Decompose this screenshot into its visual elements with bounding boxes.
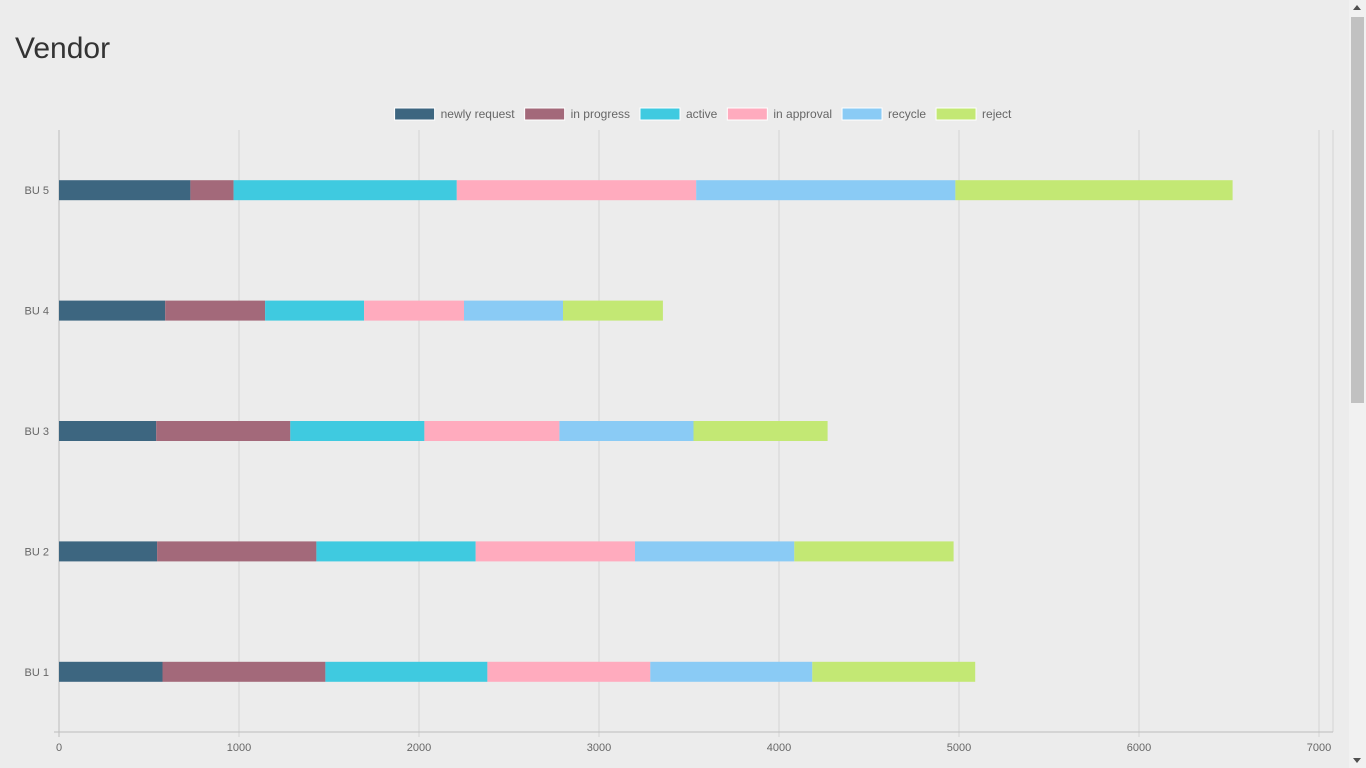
bar-segment-in-approval[interactable] — [487, 661, 651, 682]
vertical-scrollbar[interactable] — [1349, 0, 1366, 768]
y-tick-label: BU 1 — [25, 667, 49, 679]
x-tick-label: 3000 — [587, 742, 611, 754]
bar-segment-reject[interactable] — [794, 541, 954, 562]
bar-segment-active[interactable] — [316, 541, 476, 562]
x-tick-label: 1000 — [227, 742, 251, 754]
legend-item-active[interactable]: active — [639, 107, 718, 121]
chart-bars — [59, 180, 1233, 682]
bar-segment-in-approval[interactable] — [475, 541, 635, 562]
y-tick-label: BU 5 — [25, 185, 49, 197]
page-title: Vendor — [15, 32, 111, 65]
legend-label: reject — [982, 107, 1012, 121]
scroll-down-arrow-icon[interactable] — [1353, 758, 1361, 763]
legend-label: in approval — [773, 107, 832, 121]
legend-swatch — [639, 107, 681, 121]
bar-segment-reject[interactable] — [563, 300, 663, 321]
bar-segment-newly-request[interactable] — [59, 421, 157, 441]
legend-swatch — [935, 107, 977, 121]
bar-segment-recycle[interactable] — [650, 661, 813, 682]
bar-segment-in-progress[interactable] — [190, 180, 234, 201]
legend-label: recycle — [888, 107, 926, 121]
bar-segment-reject[interactable] — [812, 661, 976, 682]
bar-segment-recycle[interactable] — [464, 300, 563, 321]
bar-segment-in-progress[interactable] — [156, 421, 291, 441]
bar-segment-active[interactable] — [233, 180, 457, 201]
bar-segment-newly-request[interactable] — [59, 300, 166, 321]
x-tick-label: 0 — [56, 742, 62, 754]
bar-segment-newly-request[interactable] — [59, 180, 191, 201]
bar-segment-in-progress[interactable] — [165, 300, 266, 321]
legend-item-newly-request[interactable]: newly request — [394, 107, 516, 121]
legend-swatch — [394, 107, 436, 121]
x-tick-label: 5000 — [947, 742, 971, 754]
bar-segment-recycle[interactable] — [696, 180, 956, 201]
bar-segment-recycle[interactable] — [635, 541, 795, 562]
bar-segment-active[interactable] — [265, 300, 365, 321]
bar-segment-reject[interactable] — [693, 421, 828, 441]
bar-segment-recycle[interactable] — [559, 421, 694, 441]
bar-segment-reject[interactable] — [955, 180, 1233, 201]
bar-segment-active[interactable] — [290, 421, 425, 441]
legend-swatch — [841, 107, 883, 121]
legend-label: newly request — [441, 107, 516, 121]
bar-segment-in-approval[interactable] — [424, 421, 560, 441]
x-tick-label: 2000 — [407, 742, 431, 754]
y-tick-label: BU 3 — [25, 426, 49, 438]
chart-legend: newly request in progress active in approva… — [394, 107, 1012, 121]
bar-segment-active[interactable] — [325, 661, 488, 682]
legend-swatch — [726, 107, 768, 121]
bar-segment-in-approval[interactable] — [456, 180, 697, 201]
legend-swatch — [524, 107, 566, 121]
bar-segment-in-progress[interactable] — [157, 541, 317, 562]
x-tick-label: 6000 — [1127, 742, 1151, 754]
legend-label: active — [686, 107, 718, 121]
y-tick-label: BU 4 — [25, 306, 49, 318]
y-axis: BU 5 BU 4 BU 3 BU 2 BU 1 — [25, 185, 49, 679]
bar-segment-newly-request[interactable] — [59, 541, 158, 562]
legend-label: in progress — [571, 107, 630, 121]
y-tick-label: BU 2 — [25, 546, 49, 558]
legend-item-recycle[interactable]: recycle — [841, 107, 926, 121]
x-tick-label: 4000 — [767, 742, 791, 754]
x-tick-label: 7000 — [1307, 742, 1331, 754]
bar-segment-newly-request[interactable] — [59, 661, 163, 682]
x-axis: 0 1000 2000 3000 4000 5000 6000 7000 — [56, 742, 1331, 754]
legend-item-in-approval[interactable]: in approval — [726, 107, 832, 121]
scroll-up-arrow-icon[interactable] — [1353, 5, 1361, 10]
scrollbar-thumb[interactable] — [1351, 17, 1364, 403]
bar-segment-in-progress[interactable] — [162, 661, 326, 682]
bar-segment-in-approval[interactable] — [364, 300, 464, 321]
legend-item-reject[interactable]: reject — [935, 107, 1012, 121]
legend-item-in-progress[interactable]: in progress — [524, 107, 630, 121]
